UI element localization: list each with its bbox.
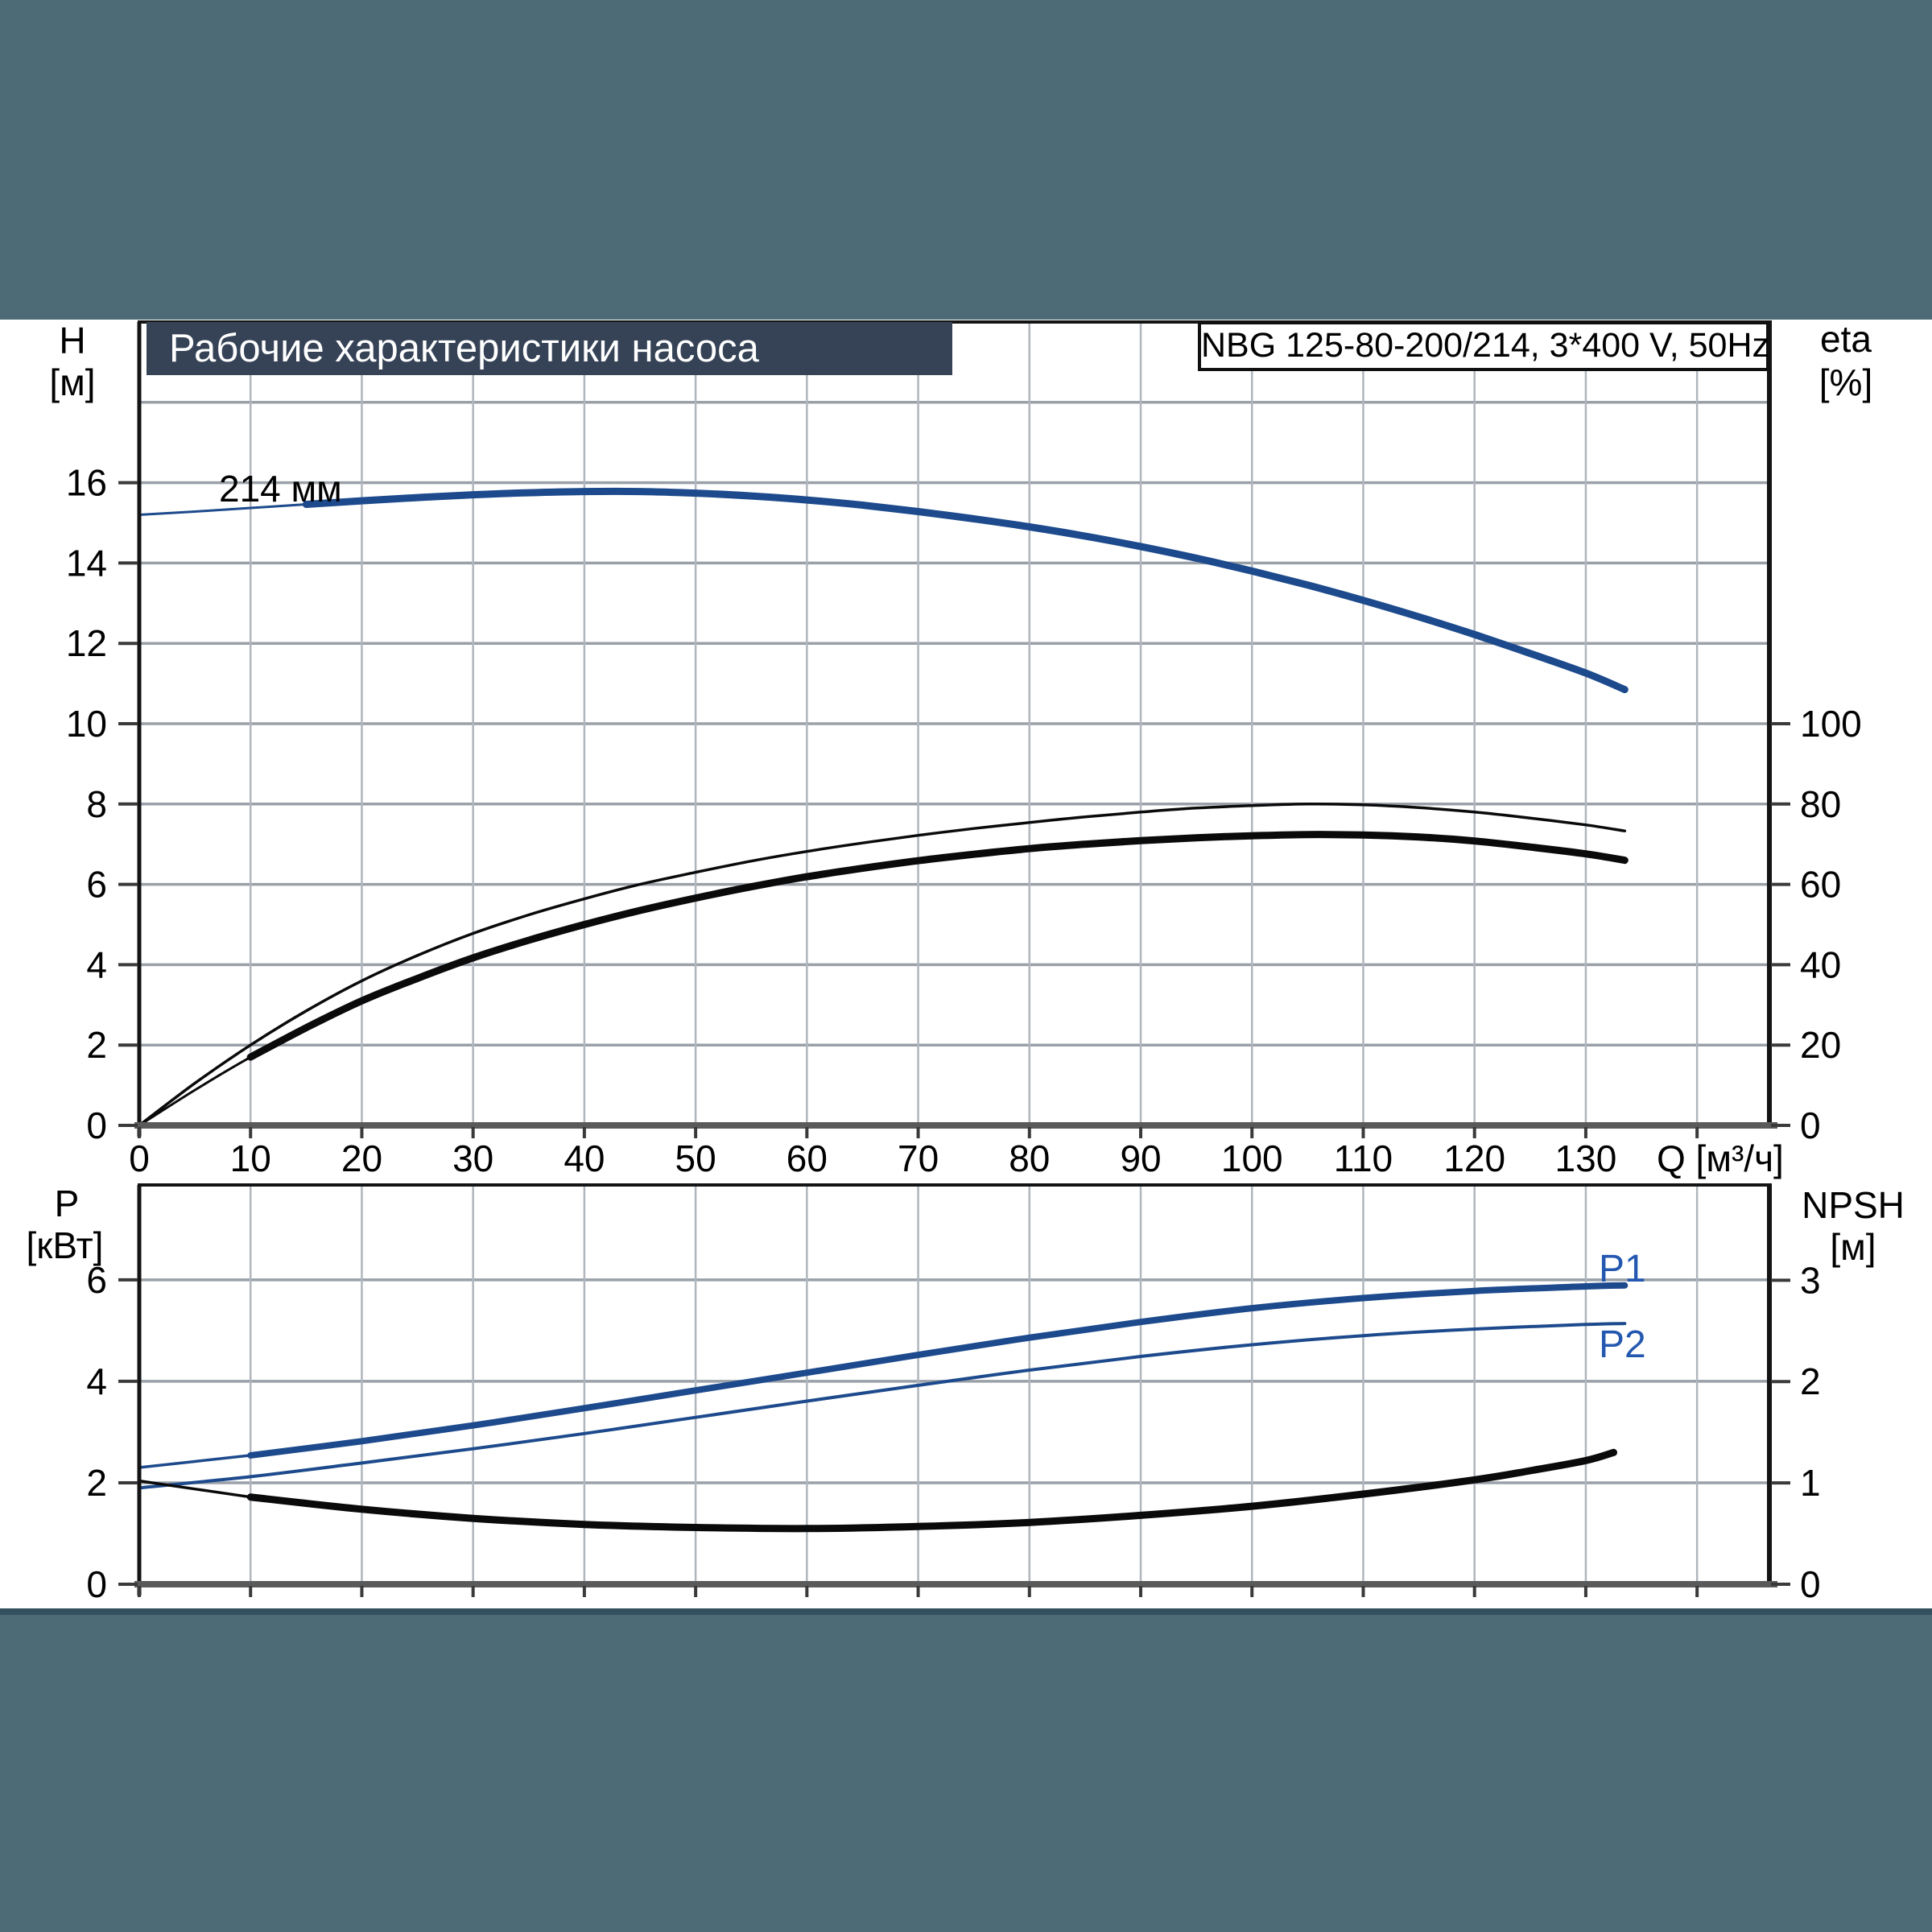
tick-label-right: 0 — [1800, 1104, 1821, 1146]
bottom-background-band — [0, 1615, 1932, 1932]
curve-eta-pump-motor — [246, 831, 1629, 1061]
curve-p1-power — [138, 1454, 252, 1469]
tick-label-left: 4 — [86, 1360, 107, 1402]
tick-label-left: 12 — [66, 622, 107, 664]
tick-label-bottom: 130 — [1555, 1137, 1617, 1179]
curve-p2-power — [138, 1322, 1627, 1490]
tick-label-left: 16 — [66, 462, 107, 504]
axis-unit-h: [м] — [49, 361, 96, 403]
tick-label-bottom: 80 — [1009, 1137, 1050, 1179]
tick-label-left: 6 — [86, 1259, 107, 1301]
tick-label-bottom: 70 — [898, 1137, 939, 1179]
curve-head-214mm — [138, 503, 308, 517]
tick-label-bottom: 120 — [1443, 1137, 1505, 1179]
p2-curve-label: P2 — [1599, 1323, 1646, 1366]
tick-label-right: 80 — [1800, 783, 1841, 825]
tick-label-bottom: 100 — [1221, 1137, 1283, 1179]
tick-label-bottom: 90 — [1120, 1137, 1161, 1179]
tick-label-right: 0 — [1800, 1563, 1821, 1605]
tick-label-left: 6 — [86, 864, 107, 906]
tick-label-bottom: 50 — [675, 1137, 716, 1179]
tick-label-bottom: 0 — [129, 1137, 150, 1179]
axis-unit-npsh: [м] — [1830, 1226, 1876, 1268]
tick-label-bottom: 20 — [341, 1137, 382, 1179]
tick-label-right: 100 — [1800, 703, 1862, 745]
tick-label-bottom: 30 — [452, 1137, 493, 1179]
tick-label-left: 2 — [86, 1462, 107, 1504]
axis-label-h: H — [59, 320, 86, 361]
chart-title: Рабочие характеристики насоса — [147, 322, 952, 375]
tick-label-bottom: 110 — [1334, 1137, 1393, 1179]
tick-label-bottom: 10 — [230, 1137, 271, 1179]
axis-label-npsh: NPSH — [1802, 1184, 1905, 1226]
tick-label-bottom: 60 — [786, 1137, 828, 1179]
tick-label-right: 2 — [1800, 1360, 1821, 1402]
tick-label-left: 8 — [86, 783, 107, 825]
tick-label-right: 3 — [1800, 1259, 1821, 1301]
axis-label-p: P — [54, 1183, 80, 1224]
tick-label-left: 14 — [66, 542, 107, 584]
curve-npsh — [246, 1448, 1617, 1533]
tick-label-right: 60 — [1800, 864, 1841, 906]
sheet-bottom-edge — [0, 1608, 1932, 1615]
axis-label-eta: eta — [1820, 318, 1872, 360]
curve-eta-pump — [138, 803, 1627, 1127]
top-background-band — [0, 0, 1932, 320]
tick-label-left: 10 — [66, 703, 107, 745]
tick-label-left: 0 — [86, 1104, 107, 1146]
axis-label-q: Q [м³/ч] — [1657, 1137, 1784, 1179]
pump-spec-title: NBG 125-80-200/214, 3*400 V, 50Hz — [1198, 321, 1769, 371]
axis-unit-p: [кВт] — [26, 1224, 104, 1266]
tick-label-right: 40 — [1800, 943, 1841, 985]
p1-curve-label: P1 — [1599, 1248, 1646, 1290]
tick-label-right: 1 — [1800, 1462, 1821, 1504]
impeller-size-label: 214 мм — [219, 468, 342, 510]
tick-label-left: 0 — [86, 1563, 107, 1605]
tick-label-left: 2 — [86, 1024, 107, 1066]
tick-label-right: 20 — [1800, 1024, 1841, 1066]
curve-npsh — [138, 1479, 252, 1499]
tick-label-left: 4 — [86, 943, 107, 985]
curve-p1-power — [247, 1282, 1629, 1459]
tick-label-bottom: 40 — [564, 1137, 605, 1179]
curve-head-214mm — [302, 487, 1629, 694]
axis-unit-eta: [%] — [1818, 361, 1873, 403]
